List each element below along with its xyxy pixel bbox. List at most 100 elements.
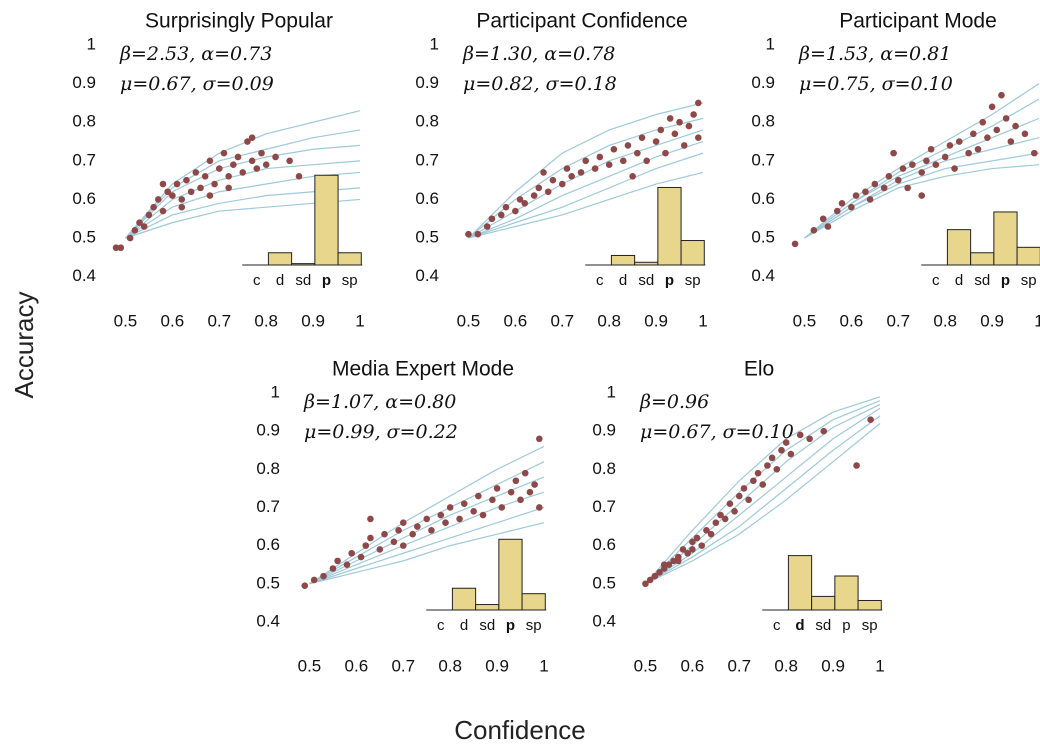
data-point bbox=[674, 557, 682, 565]
data-point bbox=[605, 161, 613, 169]
data-point bbox=[225, 184, 232, 192]
fit-curve bbox=[125, 129, 361, 239]
y-tick-label: 0.7 bbox=[415, 150, 439, 169]
data-point bbox=[904, 184, 911, 192]
y-tick-label: 0.9 bbox=[751, 73, 775, 92]
data-point bbox=[206, 192, 214, 199]
x-tick-label: 0.9 bbox=[644, 311, 668, 330]
data-point bbox=[862, 188, 869, 196]
data-point bbox=[536, 504, 543, 511]
fit-curve bbox=[804, 152, 1040, 239]
data-point bbox=[740, 485, 748, 492]
data-point bbox=[1012, 122, 1019, 130]
y-tick-label: 0.8 bbox=[72, 112, 96, 131]
data-point bbox=[923, 157, 930, 165]
x-tick-label: 0.8 bbox=[774, 656, 798, 675]
data-point bbox=[540, 169, 547, 176]
data-point bbox=[390, 538, 398, 546]
inset-category: d bbox=[795, 617, 804, 634]
y-tick-label: 0.9 bbox=[256, 421, 280, 440]
data-point bbox=[465, 230, 472, 238]
data-point bbox=[183, 176, 190, 184]
data-point bbox=[549, 176, 557, 184]
y-tick-label: 1 bbox=[607, 382, 616, 401]
y-tick-label: 0.4 bbox=[751, 266, 775, 285]
data-point bbox=[866, 196, 874, 203]
data-point bbox=[591, 165, 599, 172]
inset-category: sd bbox=[974, 272, 990, 289]
data-point bbox=[791, 240, 799, 248]
data-point bbox=[215, 165, 223, 172]
data-point bbox=[488, 215, 496, 223]
data-point bbox=[596, 153, 604, 161]
panel: Participant Mode 0.4 0.5 0.6 0.7 0.8 0.9 1 0.5 0.… bbox=[751, 10, 1040, 330]
fit-curve bbox=[645, 407, 881, 585]
data-point bbox=[512, 477, 520, 485]
data-point bbox=[489, 496, 496, 504]
inset-bar bbox=[498, 538, 523, 611]
data-point bbox=[399, 542, 407, 549]
x-tick-label: 0.5 bbox=[634, 656, 658, 675]
inset-bar bbox=[337, 252, 362, 266]
y-tick-label: 0.5 bbox=[592, 573, 616, 592]
panel-title: Participant Mode bbox=[839, 10, 997, 33]
data-point bbox=[974, 145, 982, 153]
data-point bbox=[536, 435, 543, 443]
inset-category: p bbox=[842, 617, 850, 634]
y-tick-label: 0.6 bbox=[256, 535, 280, 554]
x-tick-label: 0.6 bbox=[840, 311, 864, 330]
x-tick-label: 0.6 bbox=[161, 311, 185, 330]
fit-curve bbox=[309, 506, 545, 585]
annotation: β=1.30, α=0.78 bbox=[462, 43, 615, 65]
x-tick-label: 1 bbox=[875, 656, 884, 675]
data-point bbox=[998, 91, 1005, 99]
x-tick-label: 1 bbox=[1034, 311, 1040, 330]
data-point bbox=[660, 561, 668, 568]
inset-bar bbox=[521, 593, 546, 611]
data-point bbox=[446, 504, 454, 511]
data-point bbox=[286, 157, 293, 165]
data-point bbox=[754, 469, 762, 477]
data-point bbox=[187, 188, 195, 196]
y-tick-label: 0.4 bbox=[72, 266, 96, 285]
y-tick-label: 1 bbox=[430, 34, 439, 53]
data-point bbox=[230, 161, 237, 169]
fit-curve bbox=[645, 415, 881, 585]
data-point bbox=[690, 111, 697, 118]
data-point bbox=[670, 557, 677, 565]
inset-category: c bbox=[437, 617, 445, 634]
x-tick-label: 0.7 bbox=[727, 656, 751, 675]
y-tick-label: 0.8 bbox=[592, 459, 616, 478]
y-tick-label: 0.7 bbox=[592, 497, 616, 516]
inset-bar bbox=[1016, 246, 1040, 266]
inset-bar bbox=[451, 587, 477, 611]
data-point bbox=[206, 157, 214, 165]
data-point bbox=[909, 161, 916, 169]
data-point bbox=[833, 207, 841, 215]
data-point bbox=[234, 153, 242, 161]
data-point bbox=[423, 515, 431, 523]
x-tick-label: 0.6 bbox=[681, 656, 705, 675]
annotation: μ=0.67, σ=0.10 bbox=[640, 421, 794, 443]
data-point bbox=[965, 149, 972, 157]
x-tick-label: 1 bbox=[355, 311, 364, 330]
data-point bbox=[848, 203, 855, 211]
inset-category: sd bbox=[638, 272, 654, 289]
x-tick-label: 1 bbox=[698, 311, 707, 330]
data-point bbox=[173, 180, 181, 188]
data-point bbox=[526, 488, 534, 496]
y-tick-label: 1 bbox=[87, 34, 96, 53]
x-tick-label: 0.8 bbox=[933, 311, 957, 330]
x-tick-label: 0.5 bbox=[457, 311, 481, 330]
fit-curve bbox=[468, 152, 704, 239]
data-point bbox=[493, 485, 501, 492]
inset-bar bbox=[657, 186, 682, 266]
data-point bbox=[1031, 149, 1038, 157]
data-point bbox=[665, 561, 673, 568]
data-point bbox=[112, 244, 120, 252]
inset-category: sd bbox=[295, 272, 311, 289]
data-point bbox=[806, 435, 813, 443]
panel-title: Participant Confidence bbox=[476, 10, 687, 33]
data-point bbox=[810, 227, 818, 234]
